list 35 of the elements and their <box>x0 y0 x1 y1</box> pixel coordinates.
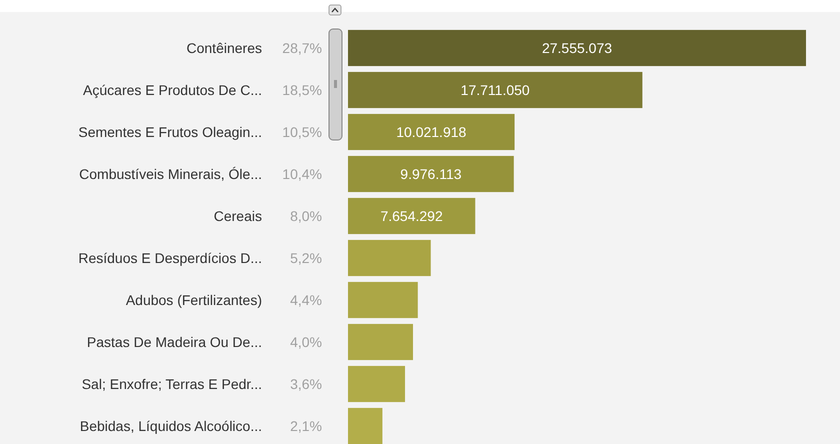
y-tick-label: Açúcares E Produtos De C... <box>83 82 262 98</box>
bar <box>348 282 418 318</box>
y-tick-label: Sal; Enxofre; Terras E Pedr... <box>82 376 262 392</box>
bar <box>348 30 806 66</box>
text: 3,6% <box>290 376 322 392</box>
bar <box>348 156 514 192</box>
bar <box>348 408 382 444</box>
bar <box>348 72 642 108</box>
y-tick-label: Combustíveis Minerais, Óle... <box>79 166 262 182</box>
y-tick-label: Cereais <box>214 208 262 224</box>
bar <box>348 114 515 150</box>
data-label: 17.711.050 <box>460 82 530 98</box>
data-label: 9.976.113 <box>400 166 462 182</box>
bar <box>348 198 476 234</box>
text: 8,0% <box>290 208 322 224</box>
data-label: 7.654.292 <box>380 208 443 224</box>
y-tick-label: Bebidas, Líquidos Alcoólico... <box>80 418 262 434</box>
text: 28,7% <box>282 40 322 56</box>
text: 5,2% <box>290 250 322 266</box>
data-label: 10.021.918 <box>396 124 467 140</box>
y-tick-label: Contêineres <box>186 40 262 56</box>
bar <box>348 324 413 360</box>
text: 10,5% <box>282 124 322 140</box>
y-tick-label: Resíduos E Desperdícios D... <box>78 250 262 266</box>
y-tick-label: Pastas De Madeira Ou De... <box>86 334 262 350</box>
text: 10,4% <box>282 166 322 182</box>
text: 2,1% <box>290 418 322 434</box>
y-tick-label: Adubos (Fertilizantes) <box>126 292 262 308</box>
text: 4,4% <box>290 292 322 308</box>
text: 4,0% <box>290 334 322 350</box>
bar <box>348 240 431 276</box>
data-label: 27.555.073 <box>542 40 612 56</box>
text: 18,5% <box>282 82 322 98</box>
y-tick-label: Sementes E Frutos Oleagin... <box>78 124 262 140</box>
bar <box>348 366 406 402</box>
